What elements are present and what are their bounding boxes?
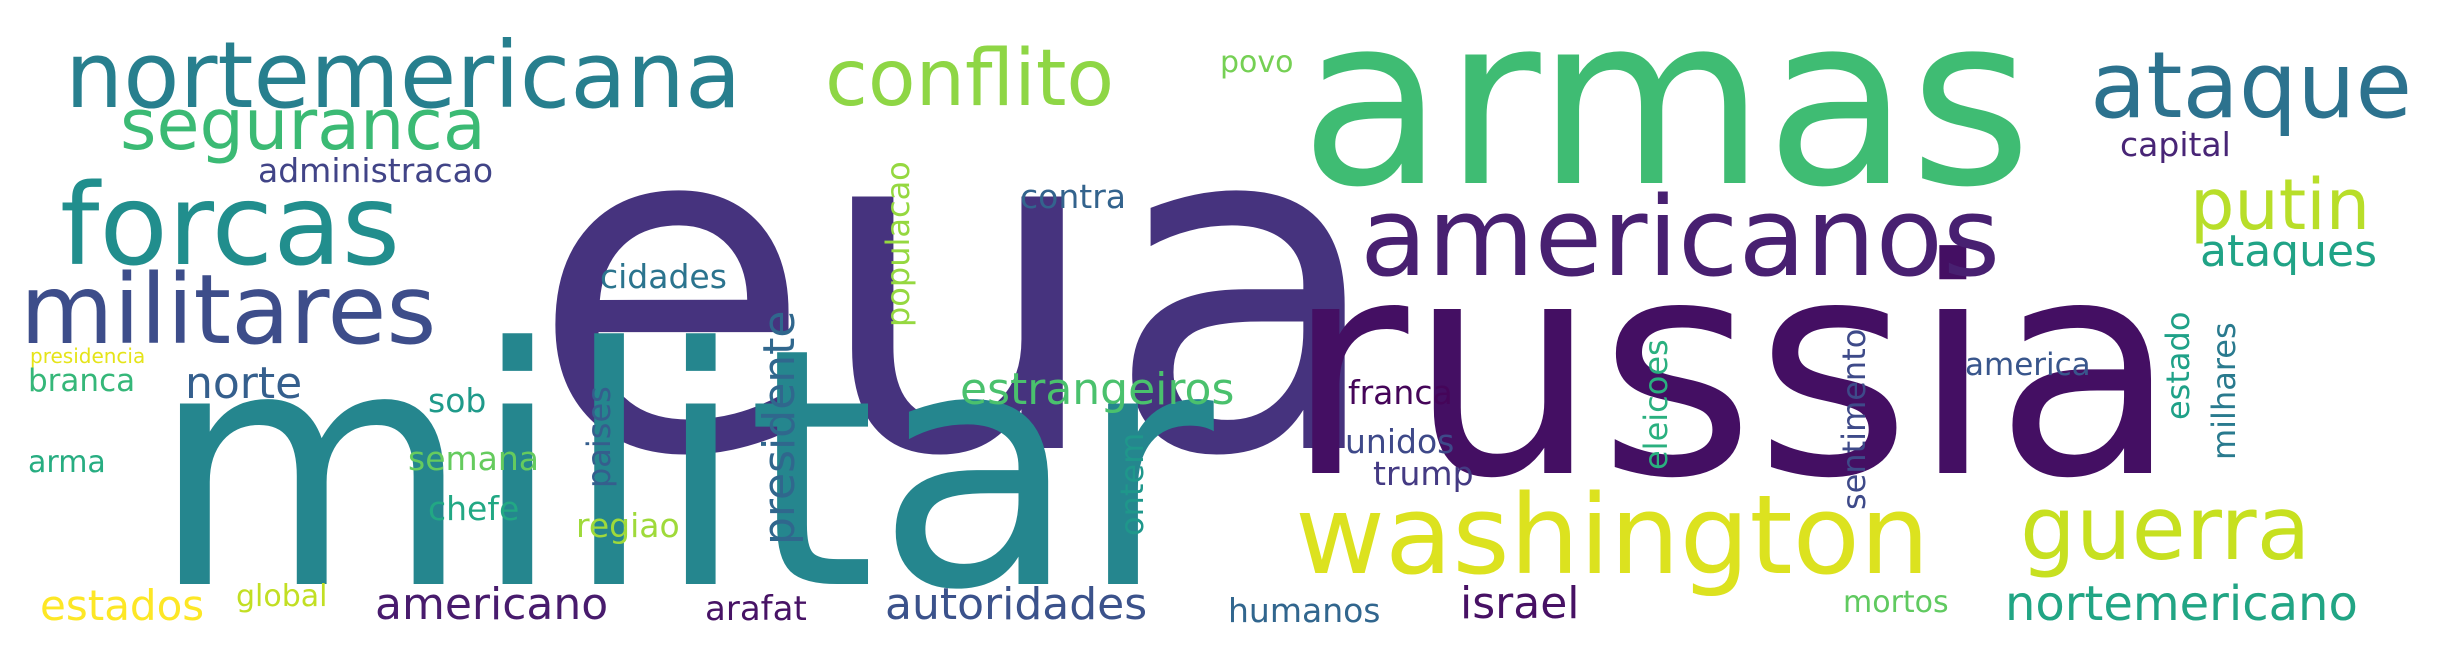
word-paises: paises (580, 386, 618, 488)
word-humanos: humanos (1228, 591, 1381, 630)
word-putin: putin (2190, 164, 2371, 246)
word-militares: militares (20, 254, 437, 366)
word-americanos: americanos (1360, 173, 2001, 301)
word-unidos: unidos (1345, 422, 1455, 461)
word-populacao: populacao (879, 161, 917, 327)
word-norte: norte (185, 358, 303, 409)
word-cidades: cidades (600, 257, 727, 296)
word-ataques: ataques (2200, 226, 2377, 277)
word-global: global (236, 579, 328, 614)
word-estados: estados (40, 581, 205, 630)
word-nortemericana: nortemericana (65, 22, 742, 129)
word-presidente: presidente (754, 310, 805, 545)
word-capital: capital (2120, 125, 2231, 164)
word-trump: trump (1373, 454, 1474, 493)
word-russia: russia (1285, 195, 2179, 544)
word-americano: americano (375, 579, 609, 630)
word-mortos: mortos (1843, 585, 1949, 620)
word-forcas: forcas (60, 161, 401, 291)
word-sob: sob (428, 381, 487, 420)
word-branca: branca (28, 363, 136, 399)
word-america: america (1965, 347, 2091, 383)
word-estrangeiros: estrangeiros (960, 364, 1235, 415)
word-guerra: guerra (2020, 477, 2311, 580)
word-eua: eua (530, 22, 1387, 557)
word-nortemericano: nortemericano (2005, 576, 2358, 632)
word-sentimento: sentimento (1835, 328, 1873, 510)
word-militar: militar (150, 278, 1214, 653)
word-administracao: administracao (258, 151, 494, 190)
word-arma: arma (28, 445, 106, 480)
word-eleicoes: eleicoes (1637, 339, 1675, 470)
word-chefe: chefe (428, 489, 520, 528)
word-israel: israel (1460, 578, 1580, 629)
word-contra: contra (1020, 177, 1126, 216)
word-armas: armas (1300, 0, 2032, 239)
word-washington: washington (1295, 471, 1930, 599)
word-arafat: arafat (705, 589, 807, 629)
word-estado: estado (2159, 311, 2197, 420)
word-milhares: milhares (2205, 322, 2243, 460)
word-semana: semana (408, 439, 540, 478)
word-autoridades: autoridades (885, 579, 1148, 630)
word-ataque: ataque (2090, 32, 2413, 139)
word-regiao: regiao (576, 506, 680, 545)
word-ontem: ontem (1113, 432, 1151, 536)
word-povo: povo (1220, 45, 1294, 80)
word-conflito: conflito (825, 34, 1115, 124)
word-presidencia: presidencia (30, 344, 146, 368)
word-seguranca: seguranca (120, 84, 486, 166)
word-franca: franca (1348, 373, 1453, 412)
